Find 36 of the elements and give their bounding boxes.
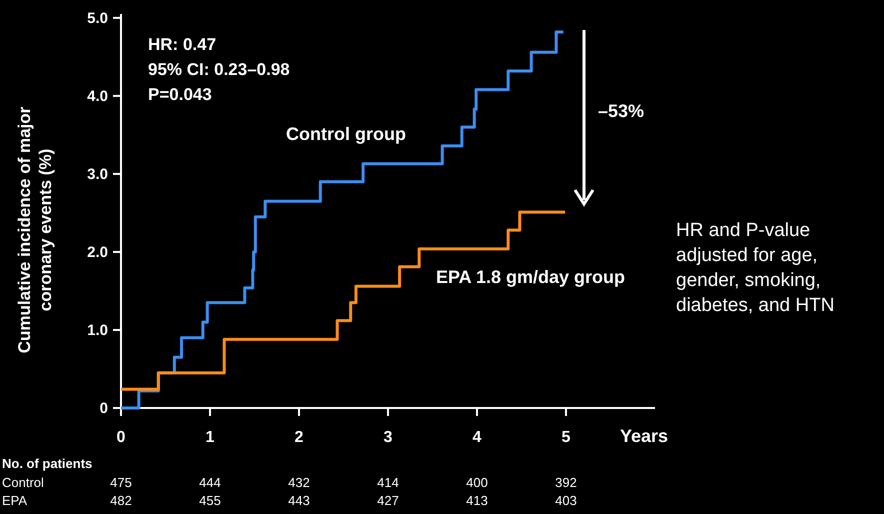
y-tick-label: 5.0: [87, 10, 108, 27]
y-tick-label: 2.0: [87, 244, 108, 261]
annotation: 95% CI: 0.23–0.98: [148, 60, 290, 79]
text: EPA: [2, 493, 28, 508]
text: 403: [555, 493, 577, 508]
x-tick-label: 3: [384, 429, 393, 446]
text: 392: [555, 475, 577, 490]
text: HR and P-value adjusted for age, gender, smoking, diabetes, and HTN: [676, 219, 836, 318]
series-label: EPA 1.8 gm/day group: [436, 267, 626, 287]
text: Control: [2, 475, 44, 490]
text: 482: [110, 493, 132, 508]
text: 443: [288, 493, 310, 508]
y-tick-label: 1.0: [87, 322, 108, 339]
x-tick-label: 0: [116, 429, 126, 446]
text: No. of patients: [2, 456, 92, 471]
y-tick-label: 0: [100, 400, 108, 417]
text: 427: [377, 493, 399, 508]
x-tick-label: 1: [206, 429, 215, 446]
x-tick-label: 4: [472, 429, 482, 446]
y-tick-label: 4.0: [87, 88, 108, 105]
x-axis-title: Years: [620, 426, 668, 446]
text: 455: [199, 493, 221, 508]
annotation: P=0.043: [148, 85, 212, 104]
annotation: –53%: [598, 101, 644, 121]
series-label: Control group: [286, 124, 406, 144]
y-tick-label: 3.0: [87, 166, 108, 183]
text: 414: [377, 475, 399, 490]
text: 444: [199, 475, 221, 490]
text: 432: [288, 475, 310, 490]
x-tick-label: 5: [562, 429, 571, 446]
x-tick-label: 2: [294, 429, 304, 446]
text: 400: [466, 475, 488, 490]
annotation: HR: 0.47: [148, 35, 216, 54]
y-axis-title: Cumulative incidence of major coronary events (%): [14, 106, 56, 356]
text: 413: [466, 493, 488, 508]
text: 475: [110, 475, 132, 490]
